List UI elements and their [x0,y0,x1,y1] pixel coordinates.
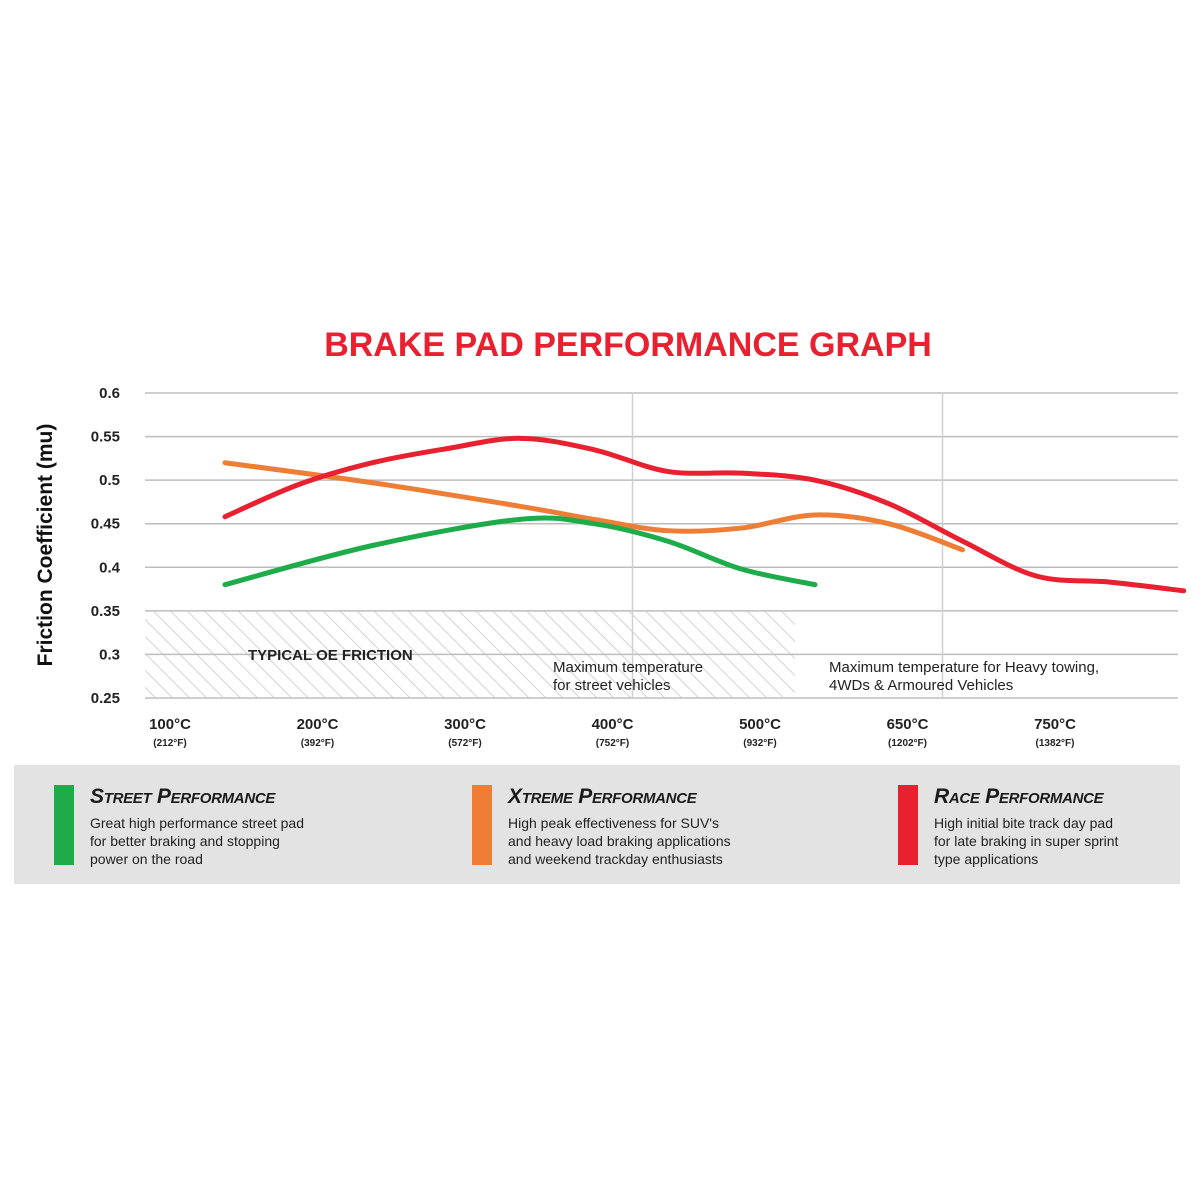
legend-swatch-race [898,785,918,865]
legend-xtreme: Xtreme Performance High peak effectivene… [472,785,852,869]
x-tick-sublabel: (392°F) [301,738,334,749]
x-tick-label: 200°C [297,716,339,733]
legend-desc-street: Great high performance street pad for be… [90,814,330,868]
legend-street: Street Performance Great high performanc… [54,785,434,869]
legend-desc-line: and heavy load braking applications [508,833,731,849]
brake-pad-chart: BRAKE PAD PERFORMANCE GRAPH Friction Coe… [34,326,1187,749]
x-tick-sublabel: (572°F) [448,738,481,749]
x-tick-sublabel: (212°F) [153,738,186,749]
legend-panel: Street Performance Great high performanc… [14,765,1180,884]
legend-desc-line: type applications [934,851,1039,867]
street-zone-label-line-2: for street vehicles [553,677,671,694]
legend-desc-line: for better braking and stopping [90,833,280,849]
legend-title-xtreme: Xtreme Performance [508,785,697,808]
y-tick-label: 0.55 [91,429,120,446]
street-zone-label-line-1: Maximum temperature [553,659,703,676]
x-tick-label: 750°C [1034,716,1076,733]
heavy-zone-label-line-2: 4WDs & Armoured Vehicles [829,677,1013,694]
legend-desc-line: for late braking in super sprint [934,833,1119,849]
series-line-xtreme [222,460,965,553]
x-tick-sublabel: (752°F) [596,738,629,749]
legend-swatch-street [54,785,74,865]
y-tick-label: 0.25 [91,690,120,707]
y-tick-label: 0.3 [99,646,120,663]
chart-title: BRAKE PAD PERFORMANCE GRAPH [324,326,932,364]
x-tick-label: 500°C [739,716,781,733]
x-tick-label: 650°C [887,716,929,733]
y-tick-label: 0.4 [99,559,121,576]
legend-race: Race Performance High initial bite track… [898,785,1168,869]
legend-title-street: Street Performance [90,785,276,808]
legend-desc-race: High initial bite track day pad for late… [934,814,1174,868]
legend-desc-xtreme: High peak effectiveness for SUV's and he… [508,814,748,868]
y-axis-label: Friction Coefficient (mu) [34,424,57,667]
x-tick-label: 300°C [444,716,486,733]
y-tick-label: 0.6 [99,385,120,402]
x-tick-label: 100°C [149,716,191,733]
y-ticks: 0.6 0.55 0.5 0.45 0.4 0.35 0.3 0.25 [91,385,121,707]
y-tick-label: 0.35 [91,603,120,620]
legend-desc-line: and weekend trackday enthusiasts [508,851,723,867]
typical-oe-friction-label: TYPICAL OE FRICTION [248,647,413,664]
x-tick-sublabel: (1202°F) [888,738,927,749]
series-lines [222,435,1187,594]
legend-desc-line: power on the road [90,851,203,867]
x-tick-sublabel: (932°F) [743,738,776,749]
legend-title-race: Race Performance [934,785,1104,808]
legend-desc-line: High initial bite track day pad [934,815,1113,831]
y-tick-label: 0.5 [99,472,120,489]
x-ticks: 100°C (212°F) 200°C (392°F) 300°C (572°F) 400°… [149,716,1076,749]
legend-swatch-xtreme [472,785,492,865]
series-line-race [222,435,1187,594]
heavy-zone-label-line-1: Maximum temperature for Heavy towing, [829,659,1099,676]
zone-dividers [631,393,944,698]
y-tick-label: 0.45 [91,516,120,533]
series-line-street [222,515,818,588]
x-tick-sublabel: (1382°F) [1035,738,1074,749]
legend-desc-line: High peak effectiveness for SUV's [508,815,719,831]
legend-desc-line: Great high performance street pad [90,815,305,831]
x-tick-label: 400°C [592,716,634,733]
